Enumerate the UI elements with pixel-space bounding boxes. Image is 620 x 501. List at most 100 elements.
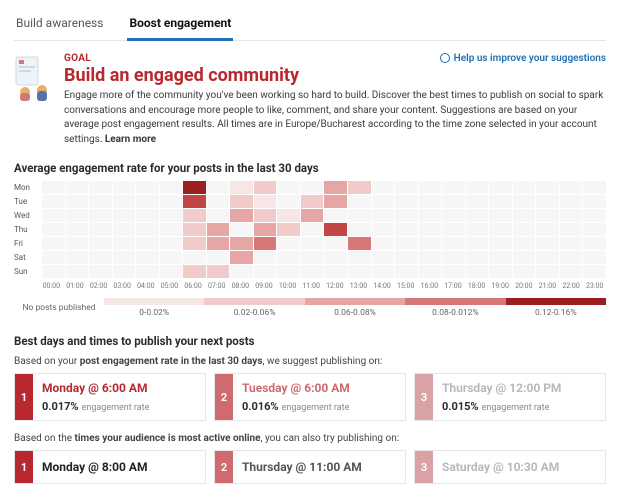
tab-boost-engagement[interactable]: Boost engagement (127, 12, 233, 41)
heatmap-cell (113, 265, 136, 278)
heatmap-cell (230, 265, 253, 278)
heatmap-cell (42, 265, 65, 278)
heatmap-cell (324, 265, 347, 278)
suggestion-card[interactable]: 1Monday @ 8:00 AM (14, 450, 206, 484)
heatmap-cell (560, 195, 583, 208)
heatmap-cell (442, 209, 465, 222)
heatmap-cell (160, 223, 183, 236)
heatmap-cell (183, 251, 206, 264)
heatmap-cell (442, 195, 465, 208)
heatmap-cell (372, 195, 395, 208)
heatmap-cell (583, 209, 606, 222)
suggestion-card[interactable]: 2 Thursday @ 11:00 AM (214, 450, 406, 484)
primary-intro: Based on your post engagement rate in th… (14, 356, 606, 367)
heatmap-cell (536, 237, 559, 250)
heatmap-cell (136, 237, 159, 250)
heatmap-cell (183, 265, 206, 278)
heatmap-cell (160, 209, 183, 222)
heatmap-cell (230, 209, 253, 222)
heatmap-cell (419, 237, 442, 250)
heatmap-cell (254, 251, 277, 264)
heatmap-cell (442, 265, 465, 278)
heatmap-cell (395, 209, 418, 222)
card-time: Monday @ 6:00 AM (42, 381, 196, 395)
suggestion-card[interactable]: 3Thursday @ 12:00 PM0.015%engagement rat… (414, 373, 606, 421)
legend-color-bar (506, 298, 606, 305)
heatmap-day-label: Fri (14, 237, 40, 250)
heatmap-cell (207, 195, 230, 208)
card-rate: 0.017%engagement rate (42, 400, 196, 413)
heatmap-cell (372, 251, 395, 264)
heatmap-hour-label: 03:00 (111, 282, 134, 290)
heatmap-cell (583, 251, 606, 264)
heatmap-cell (113, 237, 136, 250)
heatmap-cell (183, 195, 206, 208)
help-improve-link[interactable]: Help us improve your suggestions (440, 53, 606, 64)
goal-illustration (14, 53, 54, 101)
card-body: Monday @ 8:00 AM (33, 451, 205, 483)
suggestion-card[interactable]: 3Saturday @ 10:30 AM (414, 450, 606, 484)
heatmap-cell (207, 209, 230, 222)
heatmap-cell (301, 223, 324, 236)
heatmap-cell (66, 251, 89, 264)
heatmap-cell (372, 181, 395, 194)
legend-segment: 0.02-0.06% (204, 298, 304, 318)
heatmap-hour-label: 19:00 (489, 282, 512, 290)
learn-more-link[interactable]: Learn more (105, 134, 156, 145)
heatmap-cell (583, 223, 606, 236)
heatmap-cell (136, 251, 159, 264)
heatmap-cell (42, 251, 65, 264)
heatmap-cell (113, 209, 136, 222)
goal-description: Engage more of the community you've been… (64, 89, 606, 147)
heatmap-hour-label: 09:00 (253, 282, 276, 290)
heatmap-cell (324, 181, 347, 194)
card-body: Saturday @ 10:30 AM (433, 451, 605, 483)
heatmap-hour-label: 02:00 (87, 282, 110, 290)
heatmap-cell (230, 251, 253, 264)
heatmap-cell (254, 209, 277, 222)
heatmap-cell (277, 237, 300, 250)
heatmap-cell (466, 265, 489, 278)
heatmap-cell (230, 181, 253, 194)
heatmap-cell (560, 181, 583, 194)
heatmap-cell (536, 223, 559, 236)
heatmap-cell (395, 237, 418, 250)
heatmap-day-label: Wed (14, 209, 40, 222)
heatmap-cell (324, 237, 347, 250)
heatmap-hour-label: 14:00 (371, 282, 394, 290)
heatmap-cell (372, 265, 395, 278)
heatmap-hour-label: 12:00 (324, 282, 347, 290)
heatmap-cell (466, 181, 489, 194)
heatmap-cell (42, 195, 65, 208)
heatmap-cell (183, 237, 206, 250)
heatmap-legend: No posts published0-0.02%0.02-0.06%0.06-… (14, 298, 606, 318)
suggestion-card[interactable]: 1Monday @ 6:00 AM0.017%engagement rate (14, 373, 206, 421)
heatmap-cell (513, 209, 536, 222)
heatmap-hour-label: 08:00 (229, 282, 252, 290)
heatmap-cell (513, 181, 536, 194)
card-rank: 3 (415, 451, 433, 483)
heatmap-cell (324, 223, 347, 236)
engagement-heatmap: MonTueWedThuFriSatSun (14, 181, 606, 278)
heatmap-cell (160, 237, 183, 250)
primary-suggestion-cards: 1Monday @ 6:00 AM0.017%engagement rate2T… (14, 373, 606, 421)
heatmap-cell (348, 181, 371, 194)
legend-segment: 0.06-0.08% (305, 298, 405, 318)
legend-segment: 0.12-0.16% (506, 298, 606, 318)
heatmap-cell (136, 223, 159, 236)
heatmap-cell (160, 181, 183, 194)
heatmap-cell (348, 209, 371, 222)
heatmap-hour-label: 04:00 (135, 282, 158, 290)
heatmap-cell (419, 181, 442, 194)
heatmap-cell (489, 209, 512, 222)
heatmap-hour-label: 11:00 (300, 282, 323, 290)
card-rank: 2 (215, 451, 233, 483)
goal-title: Build an engaged community (64, 65, 606, 86)
legend-label: 0-0.02% (139, 308, 169, 318)
card-body: Tuesday @ 6:00 AM0.016%engagement rate (233, 374, 405, 420)
suggestions-title: Best days and times to publish your next… (14, 334, 606, 348)
heatmap-cell (513, 195, 536, 208)
tab-build-awareness[interactable]: Build awareness (14, 12, 105, 40)
card-time: Thursday @ 11:00 AM (242, 460, 362, 474)
suggestion-card[interactable]: 2Tuesday @ 6:00 AM0.016%engagement rate (214, 373, 406, 421)
